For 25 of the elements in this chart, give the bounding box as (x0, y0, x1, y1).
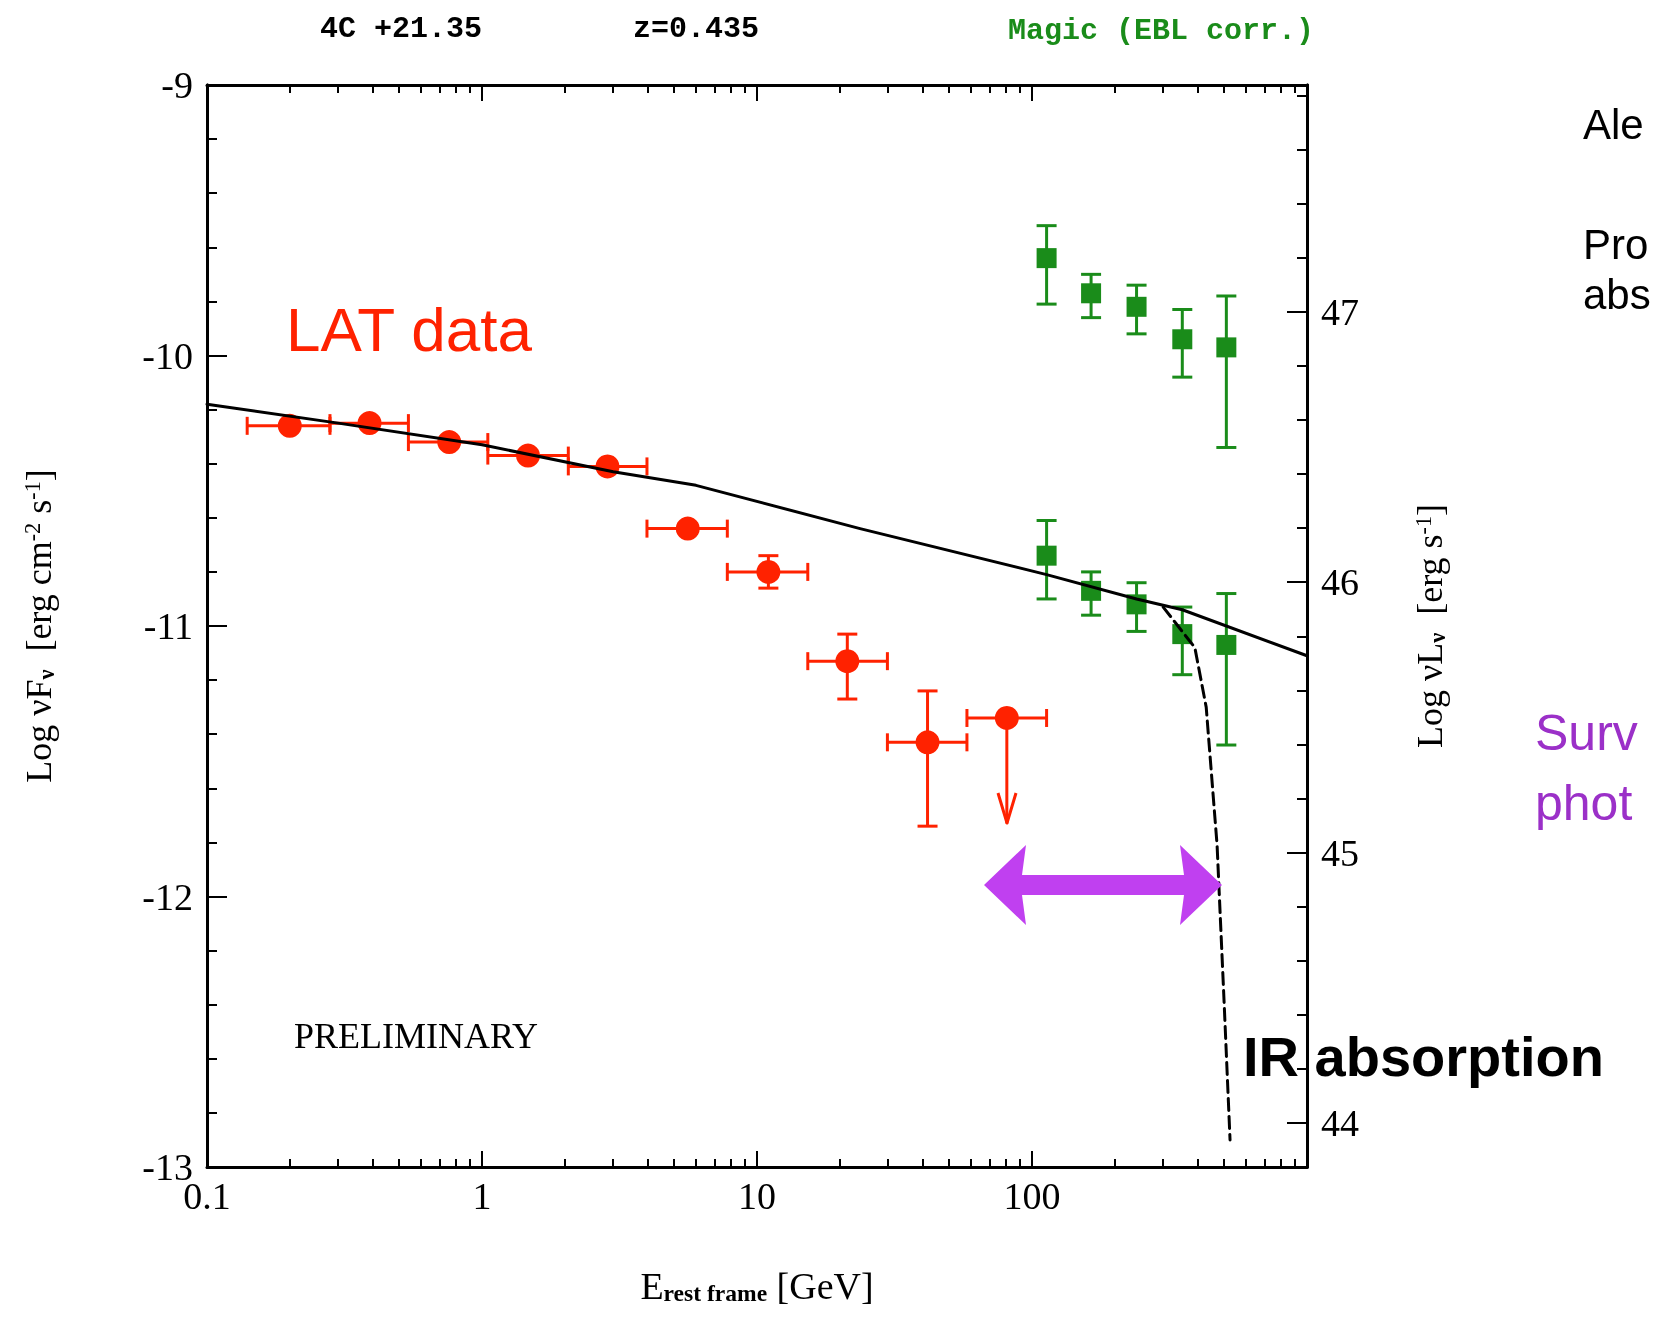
series-label: LAT data (286, 294, 533, 364)
y2-tick-label: 47 (1321, 290, 1359, 333)
chart-subtitle: z=0.435 (633, 12, 760, 46)
chart-title: 4C +21.35 (320, 12, 483, 46)
text: Surv (1535, 705, 1638, 761)
y2-tick-label: 44 (1321, 1102, 1359, 1145)
text: abs (1583, 270, 1651, 318)
x-axis-title: Erest frame [GeV] (640, 1265, 874, 1307)
text: Ale (1583, 100, 1644, 148)
y-tick-label: -10 (142, 334, 193, 377)
annotation: IR absorption (1243, 1024, 1604, 1088)
y-tick-label: -11 (143, 605, 193, 647)
annotation: PRELIMINARY (294, 1016, 539, 1056)
y-tick-label: -9 (161, 64, 193, 106)
y-axis-title: Log νFν [erg cm-2 s-1] (19, 469, 59, 783)
x-tick-label: 1 (472, 1175, 492, 1217)
text: Pro (1583, 220, 1649, 268)
y2-axis-title: Log νLν [erg s-1] (1410, 503, 1450, 749)
x-tick-label: 10 (738, 1175, 776, 1217)
text: Magic (EBL corr.) (1008, 14, 1315, 48)
y2-tick-label: 46 (1321, 561, 1359, 604)
x-tick-label: 100 (1003, 1175, 1061, 1217)
y2-tick-label: 45 (1321, 831, 1359, 874)
text: phot (1535, 775, 1633, 831)
y-tick-label: -12 (142, 875, 193, 918)
